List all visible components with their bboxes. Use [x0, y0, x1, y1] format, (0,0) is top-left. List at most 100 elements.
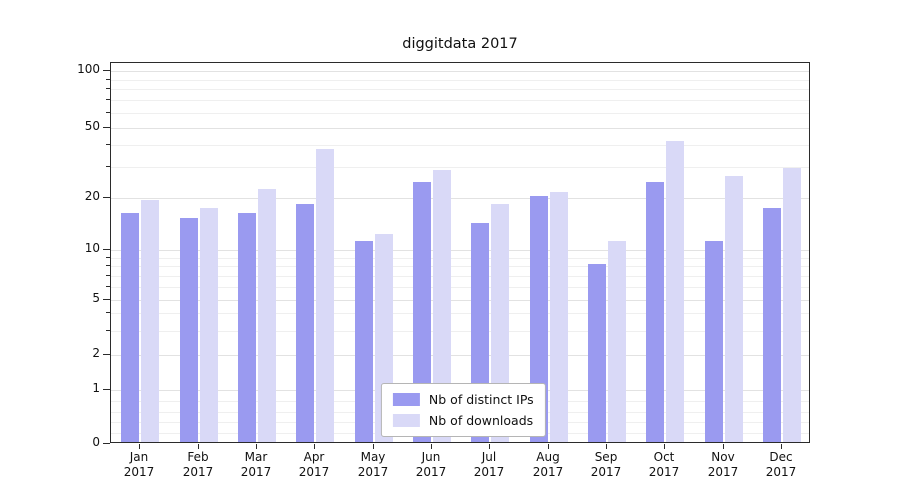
- y-minor-tick-mark: [106, 166, 110, 167]
- y-tick-label: 50: [84, 119, 100, 133]
- legend-swatch: [392, 393, 420, 406]
- y-minor-tick-mark: [106, 265, 110, 266]
- bar: [705, 241, 723, 442]
- x-tick-year: 2017: [532, 465, 564, 479]
- y-tick-label: 1: [92, 381, 100, 395]
- legend-label: Nb of downloads: [428, 413, 534, 428]
- bar: [258, 189, 276, 442]
- x-tick-label: Jan 2017: [103, 450, 175, 480]
- x-tick-mark: [548, 444, 549, 449]
- y-tick-label: 0: [92, 435, 100, 449]
- bar: [433, 170, 451, 442]
- bar: [296, 204, 314, 442]
- x-tick-label: Sep 2017: [570, 450, 642, 480]
- legend-item: Nb of downloads: [392, 413, 534, 428]
- x-tick-label: Nov 2017: [687, 450, 759, 480]
- y-tick-mark: [103, 70, 110, 71]
- x-tick-year: 2017: [182, 465, 214, 479]
- x-tick-month: May: [360, 450, 386, 464]
- y-tick-mark: [103, 197, 110, 198]
- gridline-major: [111, 197, 809, 199]
- x-tick-month: Oct: [653, 450, 675, 464]
- bar: [666, 141, 684, 442]
- bar: [646, 182, 664, 442]
- legend: Nb of distinct IPs Nb of downloads: [380, 383, 546, 437]
- bar: [141, 200, 159, 442]
- bar: [316, 149, 334, 442]
- x-tick-mark: [606, 444, 607, 449]
- bar: [180, 218, 198, 442]
- x-tick-year: 2017: [648, 465, 680, 479]
- y-tick-mark: [103, 389, 110, 390]
- x-tick-mark: [256, 444, 257, 449]
- x-tick-month: Feb: [187, 450, 209, 464]
- x-tick-mark: [431, 444, 432, 449]
- y-tick-mark: [103, 127, 110, 128]
- x-tick-year: 2017: [707, 465, 739, 479]
- bar: [121, 213, 139, 442]
- x-tick-month: Mar: [244, 450, 268, 464]
- bar: [608, 241, 626, 442]
- gridline-minor: [111, 257, 809, 259]
- y-tick-label: 10: [84, 241, 100, 255]
- plot-area: Nb of distinct IPs Nb of downloads: [110, 62, 810, 443]
- y-minor-tick-mark: [106, 99, 110, 100]
- x-tick-month: Jun: [421, 450, 441, 464]
- x-tick-label: Jun 2017: [395, 450, 467, 480]
- gridline-minor: [111, 100, 809, 102]
- y-minor-tick-mark: [106, 88, 110, 89]
- x-tick-year: 2017: [357, 465, 389, 479]
- x-tick-mark: [664, 444, 665, 449]
- y-minor-tick-mark: [106, 275, 110, 276]
- y-tick-mark: [103, 354, 110, 355]
- x-tick-month: Jan: [129, 450, 149, 464]
- legend-item: Nb of distinct IPs: [392, 392, 534, 407]
- y-tick-mark: [103, 443, 110, 444]
- y-minor-tick-mark: [106, 112, 110, 113]
- gridline-major: [111, 250, 809, 252]
- bar: [413, 182, 431, 442]
- y-tick-label: 100: [77, 62, 100, 76]
- gridline-major: [111, 127, 809, 129]
- gridline-minor: [111, 89, 809, 91]
- y-minor-tick-mark: [106, 330, 110, 331]
- bar: [238, 213, 256, 442]
- x-tick-year: 2017: [240, 465, 272, 479]
- x-tick-label: Jul 2017: [453, 450, 525, 480]
- x-tick-year: 2017: [590, 465, 622, 479]
- gridline-minor: [111, 275, 809, 277]
- gridline-major: [111, 299, 809, 301]
- x-tick-mark: [781, 444, 782, 449]
- gridline-minor: [111, 266, 809, 268]
- gridline-minor: [111, 330, 809, 332]
- y-minor-tick-mark: [106, 144, 110, 145]
- x-tick-label: May 2017: [337, 450, 409, 480]
- y-minor-tick-mark: [106, 79, 110, 80]
- x-tick-mark: [489, 444, 490, 449]
- x-tick-label: Mar 2017: [220, 450, 292, 480]
- bar: [200, 208, 218, 442]
- y-tick-mark: [103, 249, 110, 250]
- x-tick-mark: [198, 444, 199, 449]
- bar: [550, 192, 568, 442]
- gridline-minor: [111, 79, 809, 81]
- x-tick-year: 2017: [415, 465, 447, 479]
- x-tick-label: Apr 2017: [278, 450, 350, 480]
- gridline-major: [111, 71, 809, 72]
- x-tick-month: Apr: [303, 450, 325, 464]
- bar: [491, 204, 509, 442]
- x-tick-mark: [314, 444, 315, 449]
- y-minor-tick-mark: [106, 312, 110, 313]
- bar: [530, 196, 548, 442]
- x-tick-label: Feb 2017: [162, 450, 234, 480]
- x-tick-mark: [373, 444, 374, 449]
- bar: [725, 176, 743, 442]
- bar: [763, 208, 781, 442]
- x-tick-label: Dec 2017: [745, 450, 817, 480]
- x-tick-month: Jul: [481, 450, 497, 464]
- gridline-minor: [111, 145, 809, 147]
- y-minor-tick-mark: [106, 286, 110, 287]
- legend-label: Nb of distinct IPs: [428, 392, 534, 407]
- x-tick-month: Nov: [711, 450, 735, 464]
